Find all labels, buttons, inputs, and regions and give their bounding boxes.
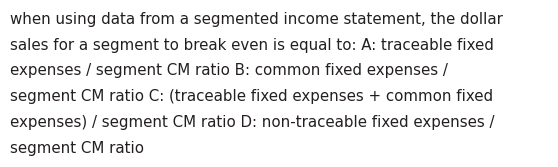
Text: segment CM ratio C: (traceable fixed expenses + common fixed: segment CM ratio C: (traceable fixed exp… (10, 89, 493, 104)
Text: expenses / segment CM ratio B: common fixed expenses /: expenses / segment CM ratio B: common fi… (10, 63, 448, 78)
Text: segment CM ratio: segment CM ratio (10, 141, 144, 156)
Text: expenses) / segment CM ratio D: non-traceable fixed expenses /: expenses) / segment CM ratio D: non-trac… (10, 115, 494, 130)
Text: sales for a segment to break even is equal to: A: traceable fixed: sales for a segment to break even is equ… (10, 38, 494, 53)
Text: when using data from a segmented income statement, the dollar: when using data from a segmented income … (10, 12, 503, 27)
